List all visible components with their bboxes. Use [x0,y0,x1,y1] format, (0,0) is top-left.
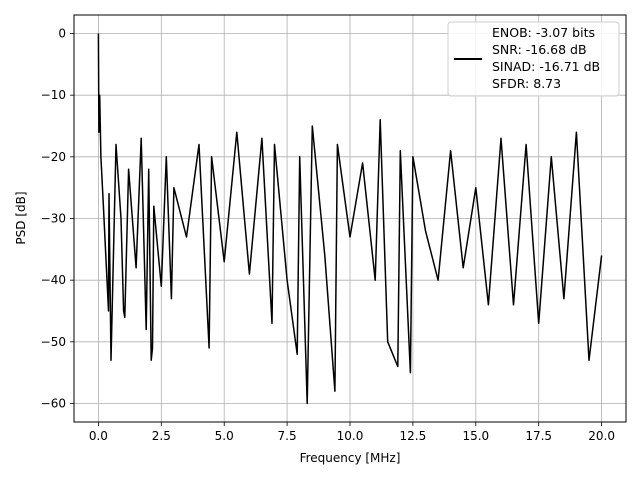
legend: ENOB: -3.07 bits SNR: -16.68 dB SINAD: -… [447,21,620,97]
legend-sfdr: SFDR: 8.73 [492,76,561,91]
y-axis-label: PSD [dB] [14,191,28,244]
y-tick-label: −30 [41,212,66,226]
x-tick-label: 20.0 [588,429,615,443]
legend-enob: ENOB: -3.07 bits [492,25,595,40]
y-tick-label: −10 [41,88,66,102]
axis-ticks: 0.0 2.5 5.0 7.5 10.0 12.5 15.0 17.5 20.0 0 −10 −20 −… [41,27,615,444]
y-tick-label: −60 [41,397,66,411]
y-tick-label: −20 [41,150,66,164]
x-tick-label: 2.5 [152,429,171,443]
y-tick-label: 0 [58,27,66,41]
x-tick-label: 12.5 [400,429,427,443]
legend-sinad: SINAD: -16.71 dB [492,59,600,74]
x-tick-label: 15.0 [462,429,489,443]
x-tick-label: 17.5 [525,429,552,443]
x-tick-label: 7.5 [278,429,297,443]
x-axis-label: Frequency [MHz] [300,451,401,465]
legend-snr: SNR: -16.68 dB [492,42,587,57]
psd-series-line [97,33,603,405]
x-tick-label: 0.0 [89,429,108,443]
legend-box [447,21,620,97]
plot-area [97,33,603,405]
x-tick-label: 5.0 [215,429,234,443]
x-tick-label: 10.0 [337,429,364,443]
y-tick-label: −40 [41,273,66,287]
y-tick-label: −50 [41,335,66,349]
